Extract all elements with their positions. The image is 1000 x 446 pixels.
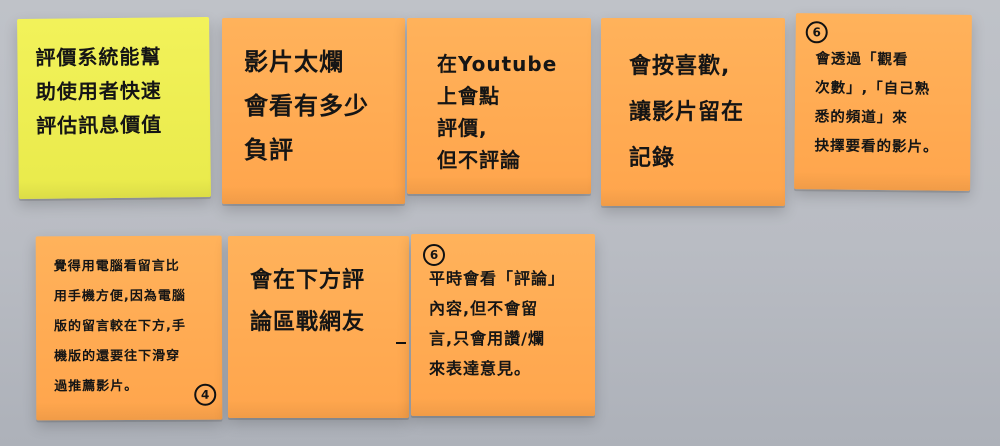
sticky-note-6-number: 4 xyxy=(194,383,217,406)
sticky-note-8-number: 6 xyxy=(423,244,445,266)
sticky-note-7-text: 會在下方評 論區戰網友 xyxy=(250,268,366,335)
sticky-note-4: 會按喜歡, 讓影片留在 記錄 xyxy=(601,18,785,206)
sticky-note-8: 6 平時會看「評論」 內容,但不會留 言,只會用讚/爛 來表達意見。 xyxy=(411,234,595,416)
sticky-note-2: 影片太爛 會看有多少 負評 xyxy=(222,18,405,204)
sticky-note-6: 覺得用電腦看留言比 用手機方便,因為電腦 版的留言較在下方,手 機版的還要往下滑… xyxy=(35,235,223,421)
sticky-note-5: 6 會透過「觀看 次數」,「自己熟 悉的頻道」來 抉擇要看的影片。 xyxy=(794,13,972,191)
sticky-note-1-text: 評價系統能幫 助使用者快速 評估訊息價值 xyxy=(35,44,163,138)
sticky-note-6-text: 覺得用電腦看留言比 用手機方便,因為電腦 版的留言較在下方,手 機版的還要往下滑… xyxy=(53,258,186,395)
sticky-note-8-text: 平時會看「評論」 內容,但不會留 言,只會用讚/爛 來表達意見。 xyxy=(429,269,566,378)
sticky-note-5-text: 會透過「觀看 次數」,「自己熟 悉的頻道」來 抉擇要看的影片。 xyxy=(814,51,939,156)
sticky-note-7-tick xyxy=(396,342,406,344)
sticky-note-5-number: 6 xyxy=(805,21,828,44)
sticky-note-4-text: 會按喜歡, 讓影片留在 記錄 xyxy=(629,54,745,171)
sticky-note-3-text: 在Youtube 上會點 評價, 但不評論 xyxy=(437,52,558,172)
sticky-note-3: 在Youtube 上會點 評價, 但不評論 xyxy=(407,18,591,194)
sticky-note-7: 會在下方評 論區戰網友 xyxy=(228,236,409,418)
sticky-note-1: 評價系統能幫 助使用者快速 評估訊息價值 xyxy=(17,16,211,200)
sticky-note-2-text: 影片太爛 會看有多少 負評 xyxy=(244,48,369,164)
